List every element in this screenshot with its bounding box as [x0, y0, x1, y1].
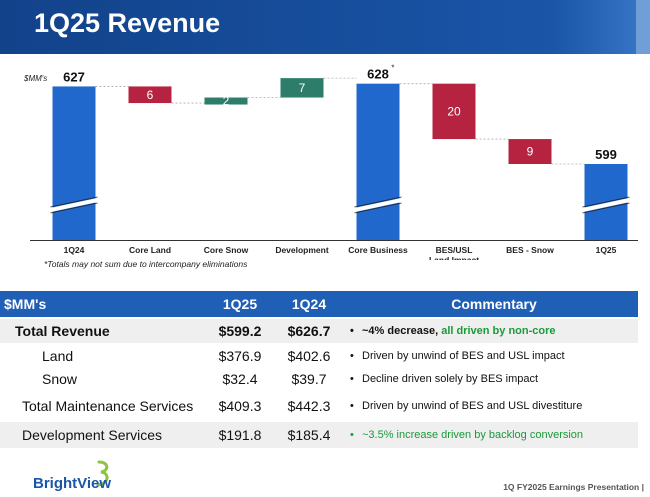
data-label: 20: [447, 104, 461, 118]
units-label: $MM's: [23, 74, 47, 83]
x-tick-label: Core Snow: [204, 245, 249, 255]
bar-bes-snow: [508, 139, 552, 164]
row-value-1q25: $409.3: [218, 398, 262, 414]
data-label: 628: [367, 67, 389, 82]
x-tick-label: Core Business: [348, 245, 408, 255]
bar-core-land: [128, 86, 172, 104]
commentary-highlight: all driven by non-core: [441, 325, 556, 337]
axis-break-mark: [50, 196, 98, 208]
bar-bes-usl-land-impact: [432, 83, 476, 140]
x-tick-label: BES/USL: [436, 245, 473, 255]
row-commentary: • Decline driven solely by BES impact: [350, 373, 539, 385]
logo-text: BrightView: [33, 475, 112, 492]
axis-break-mark: [354, 198, 402, 212]
row-commentary: • Driven by unwind of BES and USL impact: [350, 350, 565, 362]
row-value-1q24: $185.4: [287, 427, 331, 443]
row-commentary: • ~3.5% increase driven by backlog conver…: [350, 429, 584, 441]
row-commentary: • ~4% decrease, all driven by non-core: [350, 325, 556, 337]
bar-core-snow: [204, 97, 248, 105]
table-row-snow: Snow $32.4 $39.7 • Decline driven solely …: [0, 368, 638, 390]
data-label: 9: [527, 145, 534, 159]
row-commentary: • Driven by unwind of BES and USL divesti…: [350, 400, 583, 412]
x-tick-label: 1Q25: [596, 245, 617, 255]
axis-break-mark: [50, 198, 98, 212]
axis-break-mark: [582, 196, 630, 208]
x-tick-label: Development: [275, 245, 329, 255]
row-value-1q25: $376.9: [218, 348, 262, 364]
x-tick-label: Core Land: [129, 245, 171, 255]
row-value-1q25: $599.2: [218, 323, 262, 339]
axis-break-mark: [50, 202, 98, 214]
data-label: 7: [299, 81, 306, 95]
data-label: 6: [147, 88, 154, 102]
x-tick-label: BES - Snow: [506, 245, 554, 255]
row-label: Total Maintenance Services: [22, 398, 194, 414]
data-label: 599: [595, 147, 617, 162]
header-1q24: 1Q24: [291, 296, 327, 312]
axis-break-mark: [582, 202, 630, 214]
row-value-1q24: $626.7: [287, 323, 331, 339]
axis-break-mark: [354, 196, 402, 208]
x-tick-label: 1Q24: [64, 245, 85, 255]
data-label: 2: [223, 94, 230, 108]
axis-break-mark: [354, 202, 402, 214]
row-label: Total Revenue: [15, 323, 110, 339]
data-label-marker: *: [391, 64, 395, 73]
row-label: Snow: [42, 371, 78, 387]
bar-core-business: [356, 83, 400, 240]
x-tick-label: Land Impact: [429, 255, 479, 260]
header-accent-stripe: [636, 0, 650, 54]
logo-leaf-icon: [96, 460, 109, 487]
page-title: 1Q25 Revenue: [34, 8, 221, 38]
row-value-1q24: $402.6: [287, 348, 331, 364]
header-1q25: 1Q25: [222, 296, 258, 312]
row-label: Land: [42, 348, 74, 364]
bar-development: [280, 78, 324, 98]
header-metric: $MM's: [4, 296, 47, 312]
bar-1q24: [52, 86, 96, 240]
header-commentary: Commentary: [451, 296, 537, 312]
table-header: $MM's 1Q25 1Q24 Commentary: [0, 291, 638, 317]
header-bar: 1Q25 Revenue: [0, 0, 650, 54]
table-row-total-revenue: Total Revenue $599.2 $626.7 • ~4% decreas…: [0, 319, 638, 343]
data-label: 627: [63, 69, 85, 84]
axis-break-mark: [582, 198, 630, 212]
row-value-1q25: $191.8: [218, 427, 262, 443]
table-row-development: Development Services $191.8 $185.4 • ~3.5…: [0, 422, 638, 448]
table-row-land: Land $376.9 $402.6 • Driven by unwind of …: [0, 345, 638, 367]
chart-footnote: *Totals may not sum due to intercompany …: [44, 259, 248, 269]
row-value-1q25: $32.4: [222, 371, 258, 387]
row-value-1q24: $442.3: [287, 398, 331, 414]
row-label: Development Services: [22, 427, 163, 443]
brightview-logo: BrightView: [33, 458, 113, 497]
table-row-total-maintenance: Total Maintenance Services $409.3 $442.3…: [0, 394, 638, 418]
footer-page-info: 1Q FY2025 Earnings Presentation |: [503, 482, 644, 492]
row-value-1q24: $39.7: [291, 371, 327, 387]
